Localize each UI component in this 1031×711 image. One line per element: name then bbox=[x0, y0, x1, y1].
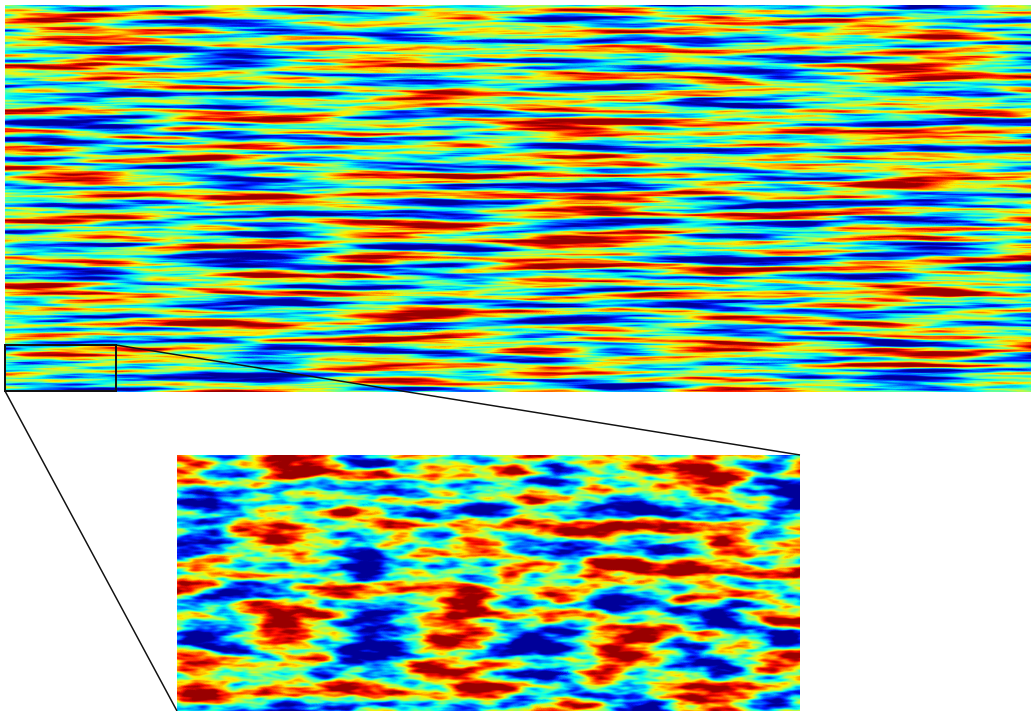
page: {} bbox=[0, 0, 1031, 711]
full-field-image bbox=[5, 5, 1031, 392]
zoom-connector-bottom bbox=[5, 391, 177, 711]
figure bbox=[0, 0, 1031, 711]
zoomed-field-image bbox=[177, 455, 800, 711]
